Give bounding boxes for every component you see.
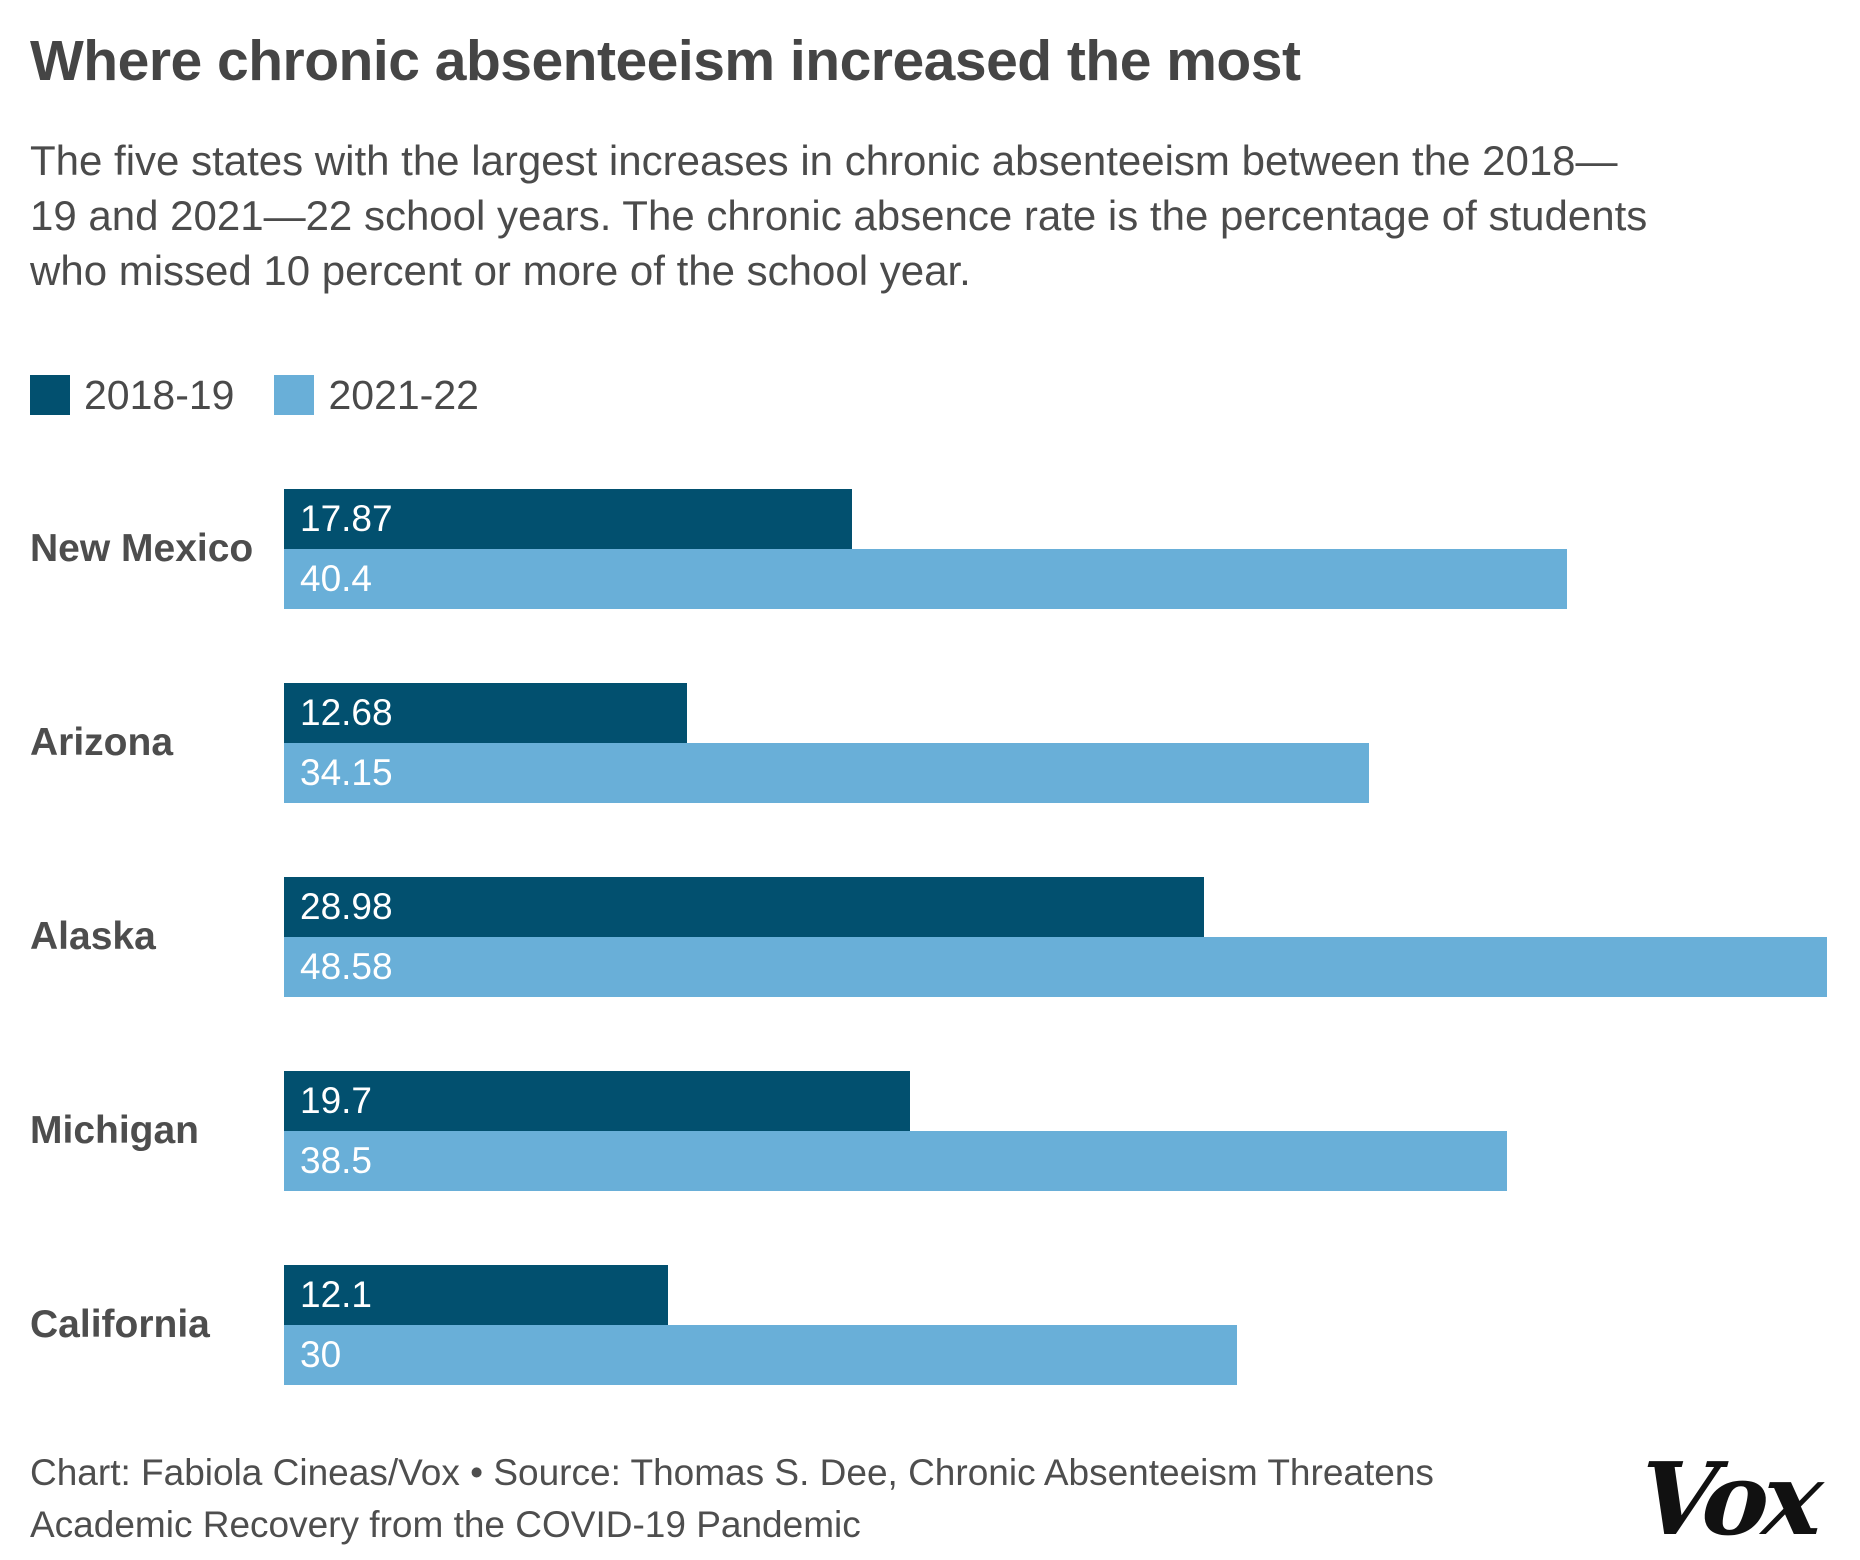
category-label: Arizona xyxy=(30,720,174,764)
chart-row-alaska: Alaska 28.98 48.58 xyxy=(30,876,1827,997)
credit-text: Chart: Fabiola Cineas/Vox • Source: Thom… xyxy=(30,1447,1434,1552)
bar-value-label: 17.87 xyxy=(300,497,393,539)
bar-value-label: 34.15 xyxy=(300,751,393,793)
bar-chart: New Mexico 17.87 40.4 Arizona 12.68 34.1… xyxy=(30,488,1827,1385)
credit-line: Academic Recovery from the COVID-19 Pand… xyxy=(30,1504,861,1546)
subtitle-line: The five states with the largest increas… xyxy=(30,136,1618,184)
subtitle-line: who missed 10 percent or more of the sch… xyxy=(30,246,971,294)
bar-2021-22: 38.5 xyxy=(284,1130,1507,1191)
legend-item-2018-19: 2018-19 xyxy=(30,372,234,419)
bar-value-label: 12.68 xyxy=(300,691,393,733)
chart-subtitle: The five states with the largest increas… xyxy=(30,133,1827,298)
category-label: California xyxy=(30,1302,210,1346)
legend-label: 2018-19 xyxy=(84,371,235,418)
bar-2018-19: 12.68 xyxy=(284,682,687,743)
category-label: New Mexico xyxy=(30,526,254,570)
bar-2018-19: 12.1 xyxy=(284,1264,669,1325)
bar-2021-22: 30 xyxy=(284,1324,1237,1385)
vox-logo: Vox xyxy=(1636,1440,1822,1559)
bar-value-label: 40.4 xyxy=(300,557,373,599)
subtitle-line: 19 and 2021—22 school years. The chronic… xyxy=(30,191,1648,239)
bar-value-label: 28.98 xyxy=(300,885,393,927)
bar-value-label: 48.58 xyxy=(300,945,393,987)
bar-group: 17.87 40.4 xyxy=(284,488,1827,609)
bar-group: 28.98 48.58 xyxy=(284,876,1827,997)
bar-group: 12.1 30 xyxy=(284,1264,1827,1385)
category-label: Michigan xyxy=(30,1108,200,1152)
chart-row-michigan: Michigan 19.7 38.5 xyxy=(30,1070,1827,1191)
chart-row-new-mexico: New Mexico 17.87 40.4 xyxy=(30,488,1827,609)
legend-swatch-2021-22 xyxy=(274,375,315,416)
chart-row-california: California 12.1 30 xyxy=(30,1264,1827,1385)
bar-2018-19: 19.7 xyxy=(284,1070,910,1131)
legend-item-2021-22: 2021-22 xyxy=(274,371,479,419)
credit-line: Chart: Fabiola Cineas/Vox • Source: Thom… xyxy=(30,1451,1434,1493)
chart-footer: Chart: Fabiola Cineas/Vox • Source: Thom… xyxy=(30,1440,1827,1558)
chart-legend: 2018-19 2021-22 xyxy=(30,372,1827,419)
bar-2021-22: 48.58 xyxy=(284,936,1827,997)
page-title: Where chronic absenteeism increased the … xyxy=(30,29,1301,93)
legend-label: 2021-22 xyxy=(328,371,479,418)
bar-2018-19: 17.87 xyxy=(284,488,852,549)
bar-value-label: 30 xyxy=(300,1333,342,1375)
bar-value-label: 12.1 xyxy=(300,1273,373,1315)
bar-2018-19: 28.98 xyxy=(284,876,1205,937)
bar-value-label: 19.7 xyxy=(300,1079,373,1121)
bar-group: 19.7 38.5 xyxy=(284,1070,1827,1191)
bar-2021-22: 34.15 xyxy=(284,742,1369,803)
bar-value-label: 38.5 xyxy=(300,1139,373,1181)
bar-2021-22: 40.4 xyxy=(284,548,1568,609)
bar-group: 12.68 34.15 xyxy=(284,682,1827,803)
chart-row-arizona: Arizona 12.68 34.15 xyxy=(30,682,1827,803)
category-label: Alaska xyxy=(30,914,156,958)
legend-swatch-2018-19 xyxy=(30,375,70,416)
